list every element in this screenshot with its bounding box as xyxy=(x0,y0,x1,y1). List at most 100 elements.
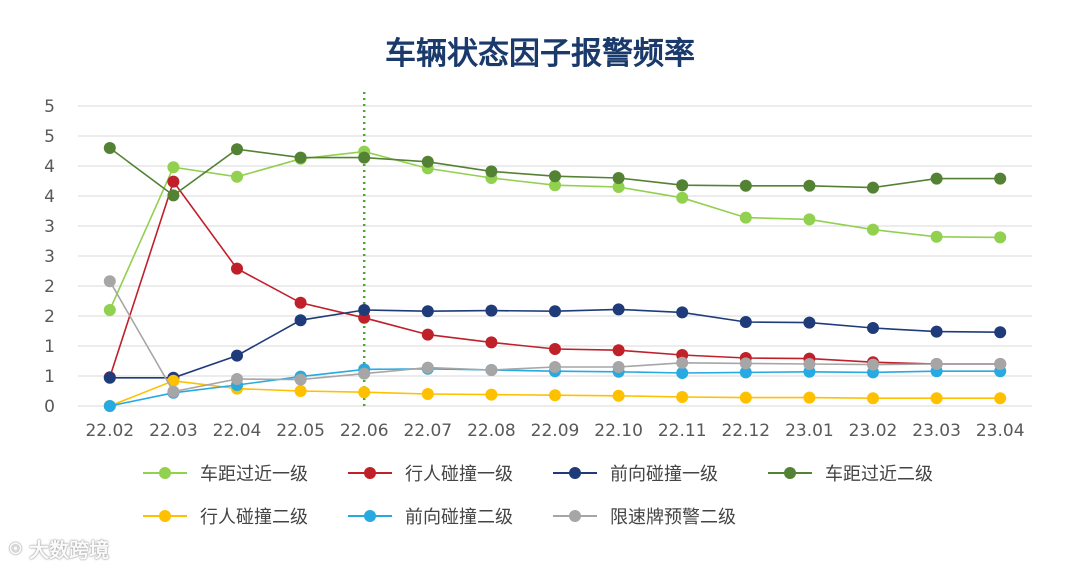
data-point xyxy=(294,373,307,386)
data-point xyxy=(167,374,180,387)
data-point xyxy=(867,322,879,334)
y-tick-label: 2 xyxy=(44,307,55,327)
data-point xyxy=(549,361,561,373)
data-point xyxy=(294,151,307,164)
data-point xyxy=(103,304,116,316)
weibo-icon: ⊙ xyxy=(8,538,24,559)
x-axis-ticks: 22.02 22.03 22.04 22.05 22.06 22.07 22.08 22.09… xyxy=(85,421,1024,441)
data-point xyxy=(612,172,625,184)
y-tick-label: 4 xyxy=(44,187,55,207)
x-tick-label: 23.02 xyxy=(849,421,898,441)
x-tick-label: 22.11 xyxy=(658,421,707,441)
data-point xyxy=(739,211,752,224)
data-point xyxy=(549,343,561,355)
y-tick-label: 1 xyxy=(44,337,55,357)
series xyxy=(103,142,1007,202)
legend-item: 车距过近一级 xyxy=(140,462,345,485)
legend-item: 前向碰撞一级 xyxy=(550,462,765,485)
data-point xyxy=(421,305,434,318)
data-point xyxy=(612,389,625,402)
data-point xyxy=(358,367,371,380)
x-tick-label: 22.08 xyxy=(467,421,516,441)
data-point xyxy=(612,344,625,357)
y-tick-label: 3 xyxy=(44,217,55,237)
legend-item: 限速牌预警二级 xyxy=(550,505,765,528)
data-point xyxy=(231,262,243,275)
legend-swatch xyxy=(550,505,600,527)
legend-item: 车距过近二级 xyxy=(765,462,985,485)
y-tick-label: 0 xyxy=(44,397,55,417)
data-point xyxy=(549,389,561,402)
data-point xyxy=(803,358,816,370)
data-point xyxy=(994,326,1007,339)
data-point xyxy=(930,358,943,370)
data-point xyxy=(485,336,498,349)
data-point xyxy=(485,165,498,178)
data-point xyxy=(358,304,371,316)
x-tick-label: 23.04 xyxy=(976,421,1025,441)
data-point xyxy=(803,316,816,329)
legend-label: 前向碰撞一级 xyxy=(610,464,718,485)
data-point xyxy=(676,191,689,204)
data-point xyxy=(167,189,180,202)
legend: 车距过近一级 行人碰撞一级 前向碰撞一级 车距过近二级 行人碰撞二级 前向碰撞二级 限速牌预… xyxy=(140,462,1040,528)
series-group xyxy=(103,142,1007,412)
legend-item: 行人碰撞一级 xyxy=(345,462,550,485)
data-point xyxy=(103,400,116,412)
legend-label: 限速牌预警二级 xyxy=(610,507,736,528)
data-point xyxy=(549,170,561,183)
data-point xyxy=(358,386,371,399)
y-tick-label: 2 xyxy=(44,277,55,297)
data-point xyxy=(167,175,180,188)
data-point xyxy=(612,303,625,316)
data-point xyxy=(676,367,689,379)
y-axis-ticks: 0 1 1 2 2 3 3 4 4 5 5 xyxy=(44,97,55,417)
series xyxy=(103,275,1007,398)
data-point xyxy=(485,388,498,401)
data-point xyxy=(930,172,943,185)
y-tick-label: 5 xyxy=(44,97,55,117)
data-point xyxy=(549,305,561,318)
data-point xyxy=(294,385,307,397)
data-point xyxy=(231,349,243,362)
data-point xyxy=(231,373,243,385)
data-point xyxy=(676,356,689,369)
data-point xyxy=(421,361,434,374)
data-point xyxy=(930,230,943,243)
watermark: ⊙ 大数跨境 xyxy=(8,534,109,563)
data-point xyxy=(167,385,180,398)
legend-swatch xyxy=(550,462,600,484)
data-point xyxy=(485,304,498,317)
data-point xyxy=(676,391,689,403)
data-point xyxy=(994,172,1007,185)
watermark-text: 大数跨境 xyxy=(29,538,110,562)
legend-swatch xyxy=(140,505,190,527)
legend-swatch xyxy=(765,462,815,484)
data-point xyxy=(294,296,307,309)
data-point xyxy=(549,179,561,192)
data-point xyxy=(994,231,1007,244)
data-point xyxy=(421,388,434,400)
y-tick-label: 3 xyxy=(44,247,55,267)
x-tick-label: 22.04 xyxy=(213,421,262,441)
data-point xyxy=(803,391,816,404)
x-tick-label: 23.01 xyxy=(785,421,834,441)
data-point xyxy=(739,357,752,370)
legend-label: 行人碰撞二级 xyxy=(200,507,308,528)
data-point xyxy=(739,366,752,379)
data-point xyxy=(231,143,243,156)
chart-title: 车辆状态因子报警频率 xyxy=(385,36,695,72)
data-point xyxy=(803,179,816,192)
data-point xyxy=(103,142,116,154)
data-point xyxy=(421,328,434,341)
data-point xyxy=(803,213,816,226)
data-point xyxy=(867,223,879,236)
y-tick-label: 5 xyxy=(44,127,55,147)
x-tick-label: 22.10 xyxy=(594,421,643,441)
y-tick-label: 1 xyxy=(44,367,55,387)
data-point xyxy=(994,358,1007,370)
series xyxy=(103,303,1007,384)
legend-swatch xyxy=(345,505,395,527)
data-point xyxy=(930,392,943,405)
legend-label: 行人碰撞一级 xyxy=(405,464,513,485)
